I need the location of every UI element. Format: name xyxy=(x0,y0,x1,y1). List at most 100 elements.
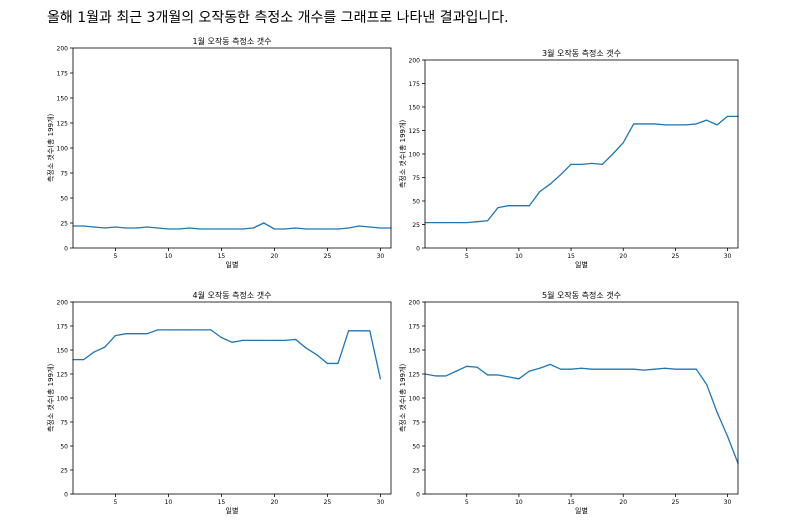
x-tick-label: 30 xyxy=(724,499,732,506)
data-point xyxy=(601,368,603,370)
data-point xyxy=(580,163,583,165)
data-point xyxy=(518,205,520,207)
data-point xyxy=(539,367,541,369)
data-point xyxy=(653,123,656,125)
data-point xyxy=(146,226,148,228)
data-point xyxy=(93,226,95,228)
y-tick-label: 200 xyxy=(57,300,69,307)
data-point xyxy=(125,333,127,335)
data-point xyxy=(549,183,551,185)
data-point xyxy=(337,228,339,230)
y-axis-label: 측정소 갯수(총 199개) xyxy=(46,364,55,433)
data-point xyxy=(379,227,381,229)
data-point xyxy=(685,124,687,126)
data-point xyxy=(507,376,510,378)
y-tick-label: 200 xyxy=(409,58,421,65)
data-point xyxy=(199,329,201,331)
y-tick-label: 125 xyxy=(57,121,69,128)
data-point xyxy=(434,222,437,224)
data-point xyxy=(633,123,635,125)
y-tick-label: 0 xyxy=(416,492,420,499)
y-axis-label: 측정소 갯수(총 199개) xyxy=(398,364,407,433)
data-point xyxy=(114,335,116,337)
data-point xyxy=(189,329,191,331)
y-tick-label: 150 xyxy=(57,348,69,355)
data-point xyxy=(273,339,275,341)
page-heading: 올해 1월과 최근 3개월의 오작동한 측정소 개수를 그래프로 나타낸 결과입… xyxy=(47,10,509,26)
data-point xyxy=(633,368,635,370)
data-point xyxy=(466,222,468,224)
y-tick-label: 100 xyxy=(409,152,421,159)
y-tick-label: 100 xyxy=(57,396,69,403)
data-point xyxy=(612,153,614,155)
chart-title: 3월 오작동 측정소 갯수 xyxy=(542,48,621,58)
data-point xyxy=(653,368,656,370)
data-point xyxy=(167,329,169,331)
y-tick-label: 0 xyxy=(416,246,420,253)
data-point xyxy=(316,354,318,356)
x-tick-label: 15 xyxy=(567,253,575,260)
y-tick-label: 25 xyxy=(60,221,68,228)
data-point xyxy=(231,228,233,230)
data-point xyxy=(104,227,106,229)
data-point xyxy=(528,205,530,207)
plot-frame xyxy=(424,59,739,249)
data-point xyxy=(295,227,297,229)
x-tick-label: 15 xyxy=(218,253,226,260)
x-axis-label: 일별 xyxy=(226,506,239,515)
data-point xyxy=(379,378,381,380)
x-tick-label: 15 xyxy=(218,499,226,506)
data-point xyxy=(497,206,499,209)
data-point xyxy=(326,228,328,230)
data-point xyxy=(612,368,614,370)
data-point xyxy=(455,222,457,224)
data-point xyxy=(348,330,350,332)
data-point xyxy=(716,411,718,413)
data-point xyxy=(466,365,468,367)
data-point xyxy=(220,336,222,339)
data-point xyxy=(695,123,697,125)
y-tick-label: 175 xyxy=(409,324,421,331)
y-tick-label: 200 xyxy=(409,300,421,307)
data-point xyxy=(167,228,169,230)
data-point xyxy=(716,124,718,126)
data-point xyxy=(706,119,708,121)
y-tick-label: 100 xyxy=(409,396,421,403)
x-tick-label: 25 xyxy=(672,499,680,506)
data-point xyxy=(146,333,148,335)
data-point xyxy=(252,339,254,341)
data-point xyxy=(726,435,729,437)
data-point xyxy=(445,375,447,377)
y-tick-label: 150 xyxy=(57,96,69,103)
y-tick-label: 75 xyxy=(412,175,420,182)
chart-title: 1월 오작동 측정소 갯수 xyxy=(193,36,272,46)
data-point xyxy=(263,222,265,224)
data-point xyxy=(487,374,489,376)
plot-frame xyxy=(424,301,739,495)
data-point xyxy=(455,370,457,372)
x-tick-label: 30 xyxy=(377,499,385,506)
data-point xyxy=(643,123,645,125)
x-axis-label: 일별 xyxy=(226,260,239,269)
y-tick-label: 50 xyxy=(60,444,68,451)
data-point xyxy=(434,375,437,377)
data-point xyxy=(358,225,360,227)
data-point xyxy=(337,362,339,365)
x-tick-label: 25 xyxy=(324,253,332,260)
y-tick-label: 50 xyxy=(412,199,420,206)
data-point xyxy=(358,330,360,332)
data-point xyxy=(305,347,307,349)
data-point xyxy=(487,220,489,222)
data-point xyxy=(570,368,572,370)
y-tick-label: 50 xyxy=(60,196,68,203)
y-tick-label: 75 xyxy=(412,420,420,427)
data-point xyxy=(295,338,297,341)
x-tick-label: 25 xyxy=(324,499,332,506)
plot-frame xyxy=(72,301,392,495)
data-point xyxy=(497,374,499,376)
y-tick-label: 150 xyxy=(409,105,421,112)
data-point xyxy=(622,368,624,370)
y-tick-label: 175 xyxy=(57,324,69,331)
